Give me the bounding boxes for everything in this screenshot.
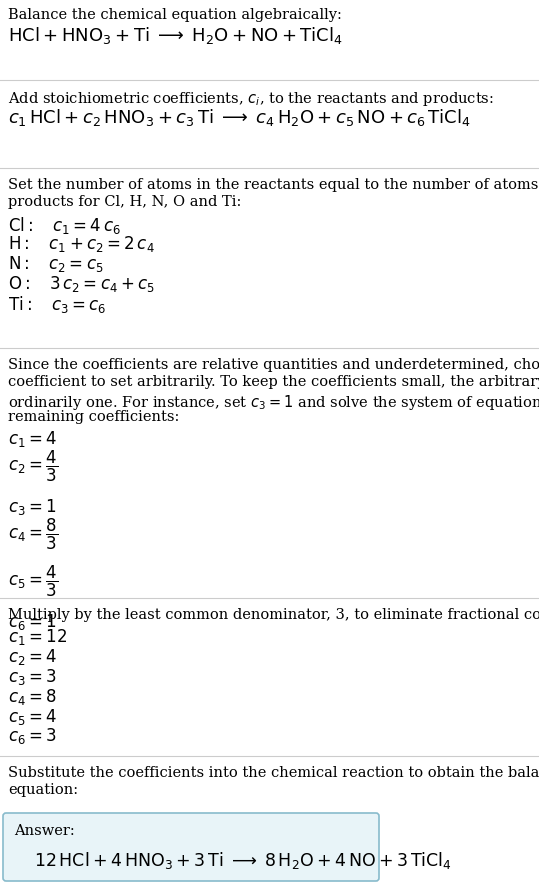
Text: ordinarily one. For instance, set $c_3 = 1$ and solve the system of equations fo: ordinarily one. For instance, set $c_3 =…: [8, 392, 539, 412]
Text: Substitute the coefficients into the chemical reaction to obtain the balanced: Substitute the coefficients into the che…: [8, 766, 539, 780]
Text: $c_5 = 4$: $c_5 = 4$: [8, 707, 57, 726]
FancyBboxPatch shape: [3, 813, 379, 881]
Text: $\mathrm{HCl + HNO_3 + Ti \;\longrightarrow\; H_2O + NO + TiCl_4}$: $\mathrm{HCl + HNO_3 + Ti \;\longrightar…: [8, 25, 343, 46]
Text: Answer:: Answer:: [14, 824, 75, 838]
Text: $c_5 = \dfrac{4}{3}$: $c_5 = \dfrac{4}{3}$: [8, 564, 58, 599]
Text: $\mathrm{Ti:}\quad c_3 = c_6$: $\mathrm{Ti:}\quad c_3 = c_6$: [8, 294, 106, 315]
Text: $\mathrm{N:}\quad c_2 = c_5$: $\mathrm{N:}\quad c_2 = c_5$: [8, 255, 103, 274]
Text: $c_2 = \dfrac{4}{3}$: $c_2 = \dfrac{4}{3}$: [8, 449, 58, 484]
Text: $c_4 = \dfrac{8}{3}$: $c_4 = \dfrac{8}{3}$: [8, 516, 58, 552]
Text: $\mathrm{O:}\quad 3\,c_2 = c_4 + c_5$: $\mathrm{O:}\quad 3\,c_2 = c_4 + c_5$: [8, 274, 155, 294]
Text: remaining coefficients:: remaining coefficients:: [8, 410, 179, 424]
Text: $\mathrm{Cl:}\quad c_1 = 4\,c_6$: $\mathrm{Cl:}\quad c_1 = 4\,c_6$: [8, 214, 121, 236]
Text: $c_3 = 1$: $c_3 = 1$: [8, 497, 57, 517]
Text: $c_1 = 12$: $c_1 = 12$: [8, 627, 67, 647]
Text: $c_3 = 3$: $c_3 = 3$: [8, 667, 57, 687]
Text: Add stoichiometric coefficients, $c_i$, to the reactants and products:: Add stoichiometric coefficients, $c_i$, …: [8, 90, 494, 108]
Text: $12\,\mathrm{HCl} + 4\,\mathrm{HNO_3} + 3\,\mathrm{Ti} \;\longrightarrow\; 8\,\m: $12\,\mathrm{HCl} + 4\,\mathrm{HNO_3} + …: [34, 850, 452, 871]
Text: $\mathrm{H:}\quad c_1 + c_2 = 2\,c_4$: $\mathrm{H:}\quad c_1 + c_2 = 2\,c_4$: [8, 234, 155, 255]
Text: $c_4 = 8$: $c_4 = 8$: [8, 687, 57, 707]
Text: coefficient to set arbitrarily. To keep the coefficients small, the arbitrary va: coefficient to set arbitrarily. To keep …: [8, 376, 539, 389]
Text: $c_1\,\mathrm{HCl} + c_2\,\mathrm{HNO_3} + c_3\,\mathrm{Ti} \;\longrightarrow\; : $c_1\,\mathrm{HCl} + c_2\,\mathrm{HNO_3}…: [8, 108, 471, 128]
Text: Since the coefficients are relative quantities and underdetermined, choose a: Since the coefficients are relative quan…: [8, 358, 539, 372]
Text: products for Cl, H, N, O and Ti:: products for Cl, H, N, O and Ti:: [8, 195, 241, 209]
Text: $c_1 = 4$: $c_1 = 4$: [8, 429, 57, 449]
Text: Balance the chemical equation algebraically:: Balance the chemical equation algebraica…: [8, 8, 342, 22]
Text: Multiply by the least common denominator, 3, to eliminate fractional coefficient: Multiply by the least common denominator…: [8, 608, 539, 622]
Text: Set the number of atoms in the reactants equal to the number of atoms in the: Set the number of atoms in the reactants…: [8, 178, 539, 192]
Text: $c_2 = 4$: $c_2 = 4$: [8, 647, 57, 668]
Text: $c_6 = 1$: $c_6 = 1$: [8, 611, 57, 632]
Text: $c_6 = 3$: $c_6 = 3$: [8, 726, 57, 747]
Text: equation:: equation:: [8, 783, 78, 797]
